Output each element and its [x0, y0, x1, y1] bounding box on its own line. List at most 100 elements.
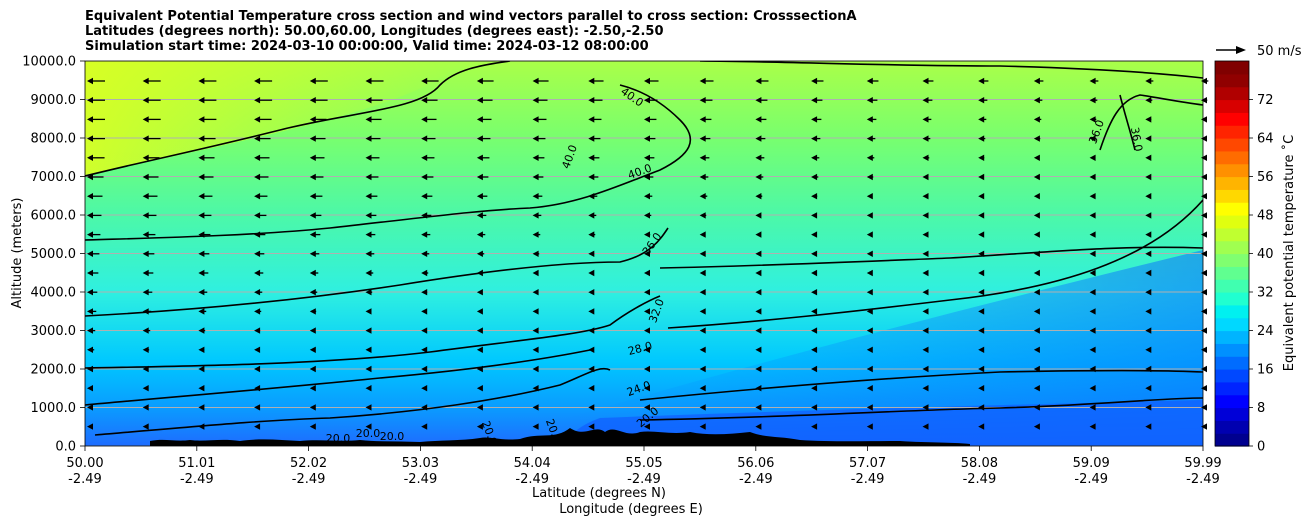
x-tick-label-lat: 55.05: [625, 456, 662, 471]
wind-vector: [755, 346, 762, 353]
wind-vector: [198, 404, 205, 411]
wind-vector: [87, 231, 101, 238]
x-tick-label-lon: -2.49: [627, 472, 661, 487]
wind-vector: [1033, 385, 1040, 392]
wind-vector: [978, 423, 985, 430]
wind-vector: [811, 212, 818, 219]
wind-vector: [978, 173, 985, 181]
wind-vector: [1145, 116, 1152, 123]
wind-vector: [1033, 116, 1042, 123]
wind-vector: [365, 308, 372, 315]
x-tick-label-lon: -2.49: [963, 472, 997, 487]
wind-vector: [811, 423, 818, 430]
wind-vector: [421, 269, 429, 277]
wind-vector: [365, 346, 372, 353]
wind-vector: [309, 269, 319, 277]
wind-vector: [532, 193, 543, 200]
wind-vector: [978, 385, 985, 392]
wind-vector: [254, 77, 273, 85]
terrain: [150, 428, 970, 446]
wind-vector: [588, 385, 595, 392]
wind-vector: [699, 154, 710, 161]
wind-vector: [978, 135, 986, 142]
wind-vector: [142, 116, 161, 123]
colorbar-swatch: [1215, 343, 1249, 357]
wind-vector: [922, 173, 929, 181]
wind-vector: [1201, 212, 1207, 219]
colorbar-tick-label: 16: [1257, 363, 1274, 378]
wind-vector: [421, 327, 428, 334]
wind-vector: [1033, 269, 1040, 277]
wind-vector: [1033, 346, 1040, 353]
x-tick-label-lon: -2.49: [739, 472, 773, 487]
wind-vector: [1033, 327, 1040, 334]
wind-vector: [142, 385, 149, 392]
wind-vector: [476, 77, 494, 85]
wind-vector: [476, 289, 483, 296]
wind-vector: [142, 365, 149, 373]
wind-vector: [365, 116, 382, 123]
wind-vector: [365, 269, 374, 277]
colorbar-swatch: [1215, 112, 1249, 126]
wind-vector: [922, 346, 929, 353]
wind-vector: [755, 289, 762, 296]
wind-vector: [978, 212, 985, 219]
wind-vector: [811, 404, 818, 411]
wind-vector: [811, 365, 818, 373]
x-tick-label-lat: 58.08: [961, 456, 998, 471]
wind-vector: [866, 250, 873, 257]
wind-vector: [142, 346, 150, 353]
wind-vector: [142, 154, 160, 161]
wind-vector: [1145, 193, 1152, 200]
wind-vector: [1201, 289, 1207, 296]
wind-vector: [476, 308, 483, 315]
wind-vector: [1201, 308, 1207, 315]
wind-vector: [588, 365, 595, 373]
wind-vector: [699, 327, 706, 334]
wind-vector: [421, 77, 439, 85]
wind-vector: [87, 289, 98, 296]
wind-vector: [699, 346, 706, 353]
wind-vector: [254, 289, 263, 296]
wind-vector: [588, 97, 603, 104]
colorbar-swatch: [1215, 433, 1249, 447]
title-line-3: Simulation start time: 2024-03-10 00:00:…: [85, 39, 649, 54]
y-tick-label: 7000.0: [31, 170, 77, 185]
colorbar-swatch: [1215, 420, 1249, 434]
x-axis-title-latitude: Latitude (degrees N): [532, 486, 666, 501]
wind-vector: [1089, 404, 1096, 411]
wind-vector: [365, 250, 375, 257]
wind-vector: [1201, 154, 1207, 161]
wind-vector: [755, 97, 768, 104]
wind-vector: [922, 269, 929, 277]
colorbar-swatch: [1215, 176, 1249, 190]
wind-vector: [1145, 385, 1152, 392]
wind-vector: [866, 327, 873, 334]
x-tick-label-lon: -2.49: [180, 472, 214, 487]
wind-vector: [811, 97, 823, 104]
wind-vector: [421, 97, 438, 104]
y-tick-label: 5000.0: [31, 247, 77, 262]
wind-vector: [87, 193, 103, 200]
wind-vector: [922, 365, 929, 373]
wind-vector: [87, 269, 99, 277]
wind-vector: [755, 327, 762, 334]
wind-vector: [198, 77, 217, 85]
colorbar-swatch: [1215, 150, 1249, 165]
wind-vector: [1089, 212, 1096, 219]
wind-vector: [309, 346, 316, 353]
x-tick-label-lat: 52.02: [290, 456, 327, 471]
wind-vector: [1033, 289, 1040, 296]
colorbar-swatch: [1215, 73, 1249, 88]
wind-vector: [1089, 231, 1096, 238]
wind-vector: [254, 250, 265, 257]
wind-vector: [588, 404, 595, 411]
contour-label: 36.0: [1128, 126, 1145, 152]
colorbar-swatch: [1215, 189, 1249, 203]
wind-vector: [421, 423, 428, 430]
wind-vector: [365, 385, 372, 392]
wind-vector: [644, 250, 650, 257]
y-tick-label: 6000.0: [31, 209, 77, 224]
wind-vector: [1201, 327, 1207, 334]
wind-vector: [866, 385, 873, 392]
